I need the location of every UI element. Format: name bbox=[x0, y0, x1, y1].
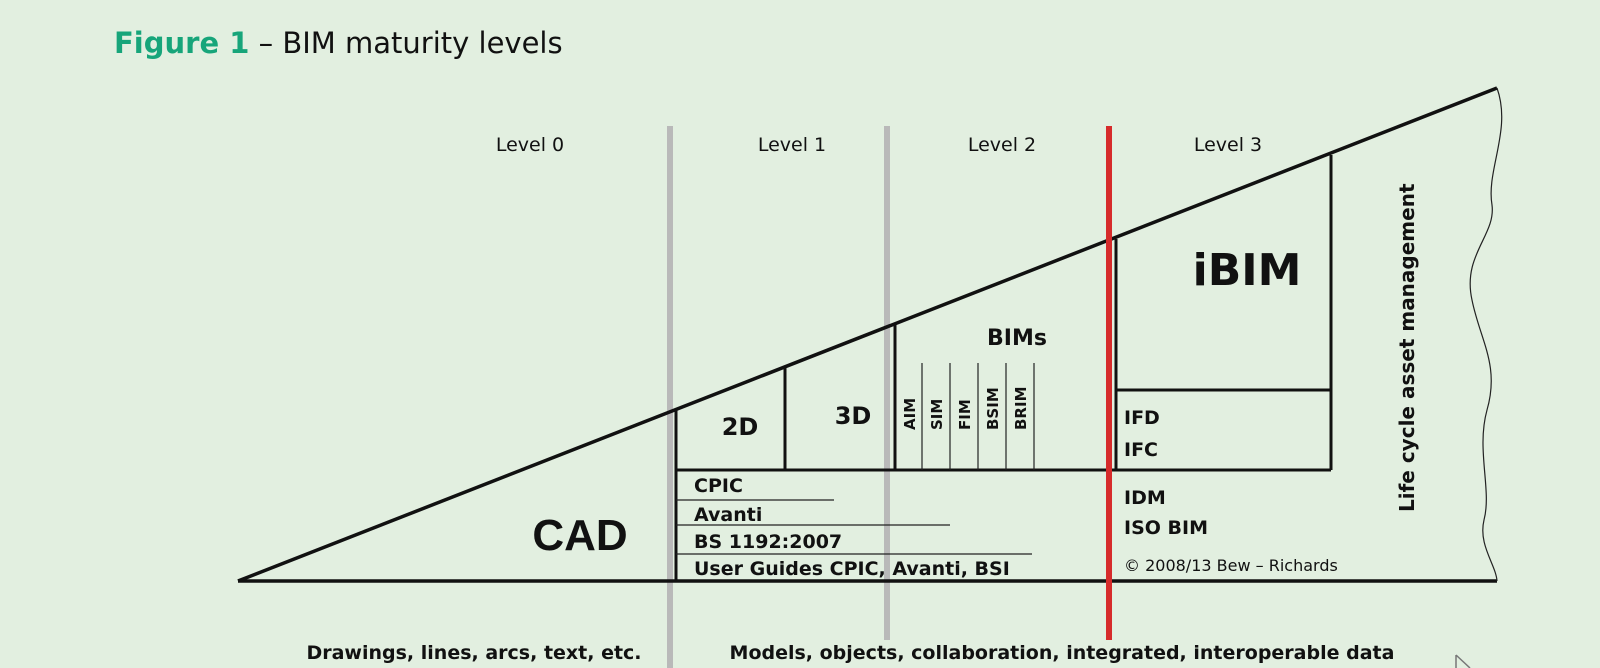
level-2-label: Level 2 bbox=[968, 134, 1036, 156]
bims-item-fim: FIM bbox=[956, 399, 974, 430]
level3-item-iso-bim: ISO BIM bbox=[1124, 517, 1208, 539]
standards-underlines bbox=[676, 499, 1032, 555]
figure-title-text: BIM maturity levels bbox=[282, 26, 563, 60]
maturity-structure bbox=[674, 155, 1333, 581]
standard-bs1192: BS 1192:2007 bbox=[694, 531, 842, 553]
level-1-label: Level 1 bbox=[758, 134, 826, 156]
figure-title: Figure 1 – BIM maturity levels bbox=[114, 26, 563, 60]
bims-item-aim: AIM bbox=[901, 398, 919, 430]
standard-user-guides: User Guides CPIC, Avanti, BSI bbox=[694, 558, 1010, 580]
2d-label: 2D bbox=[722, 413, 759, 441]
maturity-triangle bbox=[237, 86, 1498, 583]
level3-item-idm: IDM bbox=[1124, 487, 1166, 509]
bims-item-bsim: BSIM bbox=[984, 387, 1002, 430]
level-3-label: Level 3 bbox=[1194, 134, 1262, 156]
standard-avanti: Avanti bbox=[694, 504, 762, 526]
3d-label: 3D bbox=[835, 402, 872, 430]
figure-label: Figure 1 bbox=[114, 26, 250, 60]
copyright-note: © 2008/13 Bew – Richards bbox=[1124, 556, 1338, 575]
figure-title-separator: – bbox=[249, 26, 283, 60]
ibim-label: iBIM bbox=[1193, 245, 1302, 296]
level3-item-ifc: IFC bbox=[1124, 439, 1158, 461]
bims-item-brim: BRIM bbox=[1012, 387, 1030, 431]
level3-item-ifd: IFD bbox=[1124, 407, 1160, 429]
level-0-label: Level 0 bbox=[496, 134, 564, 156]
bims-item-sim: SIM bbox=[928, 399, 946, 430]
cursor-icon bbox=[1455, 654, 1471, 668]
bims-label: BIMs bbox=[987, 326, 1047, 351]
lifecycle-label: Life cycle asset management bbox=[1395, 183, 1419, 512]
wavy-edge bbox=[1469, 87, 1503, 582]
footer-caption-left: Drawings, lines, arcs, text, etc. bbox=[306, 642, 641, 664]
footer-caption-right: Models, objects, collaboration, integrat… bbox=[730, 642, 1395, 664]
standard-cpic: CPIC bbox=[694, 475, 743, 497]
cad-label: CAD bbox=[532, 511, 627, 560]
bims-dividers bbox=[921, 363, 1035, 470]
